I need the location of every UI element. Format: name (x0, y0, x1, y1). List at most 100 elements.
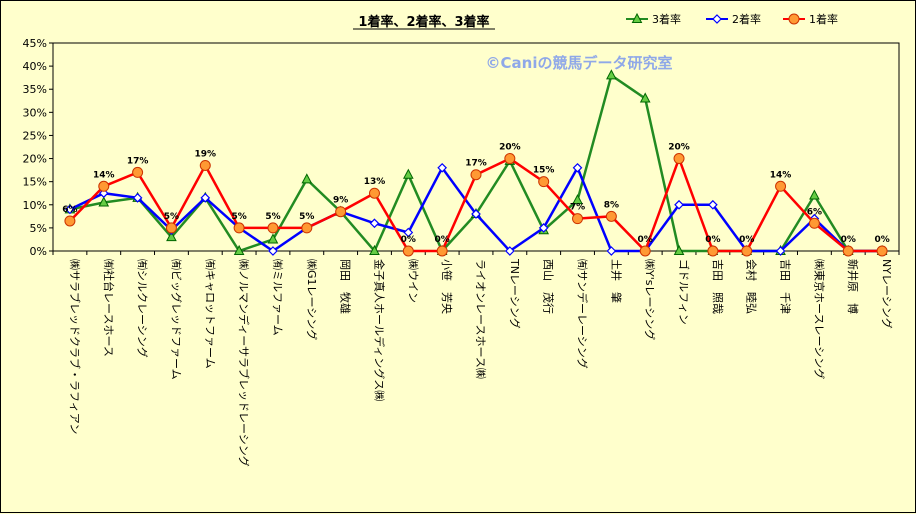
legend-label: 3着率 (652, 12, 681, 26)
x-category-label: ㈱G1レーシング (305, 259, 319, 340)
series-2-point (775, 246, 786, 256)
series-1-point (842, 245, 854, 257)
series-1-point (470, 169, 482, 181)
y-tick-label: 40% (23, 60, 47, 73)
series-2-point (65, 204, 75, 215)
series-1-point (98, 180, 110, 192)
x-category-label: ㈲シルクレーシング (136, 259, 150, 358)
x-category-label: 岡田 牧雄 (339, 259, 353, 314)
x-category-label: NYレーシング (880, 259, 894, 329)
chart-title: 1着率、2着率、3着率 (358, 14, 489, 30)
data-label: 9% (333, 196, 348, 206)
series-1-point (605, 210, 617, 222)
series-1-point (808, 217, 820, 229)
x-category-label: ゴドルフィン (677, 259, 691, 325)
x-category-label: 会村 睦弘 (745, 259, 759, 314)
x-category-label: ㈱サラブレッドクラブ・ラフィアン (68, 259, 82, 434)
x-category-label: ㈲ビッグレッドファーム (169, 259, 183, 380)
data-label: 5% (231, 212, 246, 222)
series-1-point (673, 153, 685, 165)
data-label: 0% (739, 235, 754, 245)
series-1-point (707, 245, 719, 257)
series-2-point (403, 227, 414, 238)
series-2-point (712, 14, 722, 24)
series-1-point (402, 245, 414, 257)
series-1-point (788, 13, 800, 25)
x-category-label: ライオンレースホース㈱ (474, 259, 487, 379)
series-2-point (471, 209, 481, 219)
y-tick-label: 10% (23, 199, 47, 212)
x-category-label: ㈱東京ホースレーシング (812, 259, 826, 379)
y-tick-label: 45% (23, 37, 47, 50)
data-label: 17% (127, 156, 149, 166)
series-3-point (301, 173, 313, 184)
series-1-point (233, 222, 245, 234)
series-1-point (301, 222, 313, 234)
legend-label: 1着率 (809, 12, 838, 26)
data-label: 5% (164, 212, 179, 222)
data-label: 19% (195, 149, 217, 159)
series-3-point (98, 196, 110, 207)
y-tick-label: 25% (23, 129, 47, 142)
data-label: 6% (62, 205, 77, 215)
series-1-point (64, 215, 76, 227)
y-tick-label: 20% (23, 153, 47, 166)
data-label: 14% (93, 170, 115, 180)
series-2-point (268, 246, 278, 256)
x-category-label: 土井 肇 (609, 259, 623, 303)
series-3-point (572, 194, 583, 205)
series-1-point (538, 176, 550, 188)
series-1-point (165, 222, 177, 234)
series-2-point (200, 192, 211, 203)
series-2-point (674, 199, 684, 210)
series-3-point (639, 92, 651, 103)
y-tick-label: 35% (23, 83, 47, 96)
x-category-label: TNレーシング (508, 258, 522, 329)
series-group-3 (64, 153, 888, 257)
series-1-point (741, 245, 753, 257)
x-category-label: 西山 茂行 (542, 259, 556, 314)
data-label: 7% (570, 203, 585, 213)
data-label: 0% (638, 235, 653, 245)
series-2-point (572, 162, 583, 173)
x-category-label: ㈱Y'sレーシング (643, 259, 657, 340)
y-tick-label: 30% (23, 106, 47, 119)
data-label: 6% (807, 207, 822, 217)
data-label: 8% (604, 200, 619, 210)
y-tick-label: 15% (23, 176, 47, 189)
data-label: 5% (299, 212, 314, 222)
x-category-label: 金子真人ホールディングス㈱ (372, 259, 386, 401)
x-category-label: 吉田 千津 (779, 259, 792, 314)
series-3-point (606, 69, 617, 80)
data-label: 17% (465, 159, 487, 169)
series-3-point (402, 168, 414, 179)
series-3-point (166, 231, 177, 242)
series-1-point (436, 245, 448, 257)
x-category-label: ㈲ミルファーム (271, 259, 284, 336)
series-1-point (199, 159, 211, 171)
data-label: 5% (265, 212, 280, 222)
x-category-label: ㈲サンデーレーシング (576, 259, 590, 369)
data-label: 15% (533, 166, 555, 176)
series-3-point (267, 233, 279, 244)
series-1-point (639, 245, 651, 257)
series-2-point (606, 246, 617, 256)
data-label: 0% (841, 235, 856, 245)
data-label: 0% (705, 235, 720, 245)
data-label: 0% (401, 235, 416, 245)
x-category-label: 小笹 芳央 (440, 259, 454, 314)
data-label: 0% (435, 235, 450, 245)
x-category-label: 新井原 博 (846, 259, 860, 314)
series-1-point (368, 187, 380, 199)
series-2-point (538, 223, 549, 233)
x-category-label: 吉田 照哉 (711, 259, 725, 314)
series-2-point (504, 246, 515, 256)
series-3-point (809, 189, 820, 200)
data-label: 20% (668, 143, 690, 153)
series-1-point (876, 245, 888, 257)
series-2-point (369, 218, 380, 229)
y-tick-label: 5% (30, 222, 47, 235)
x-category-label: ㈲社台レースホース (102, 259, 116, 357)
